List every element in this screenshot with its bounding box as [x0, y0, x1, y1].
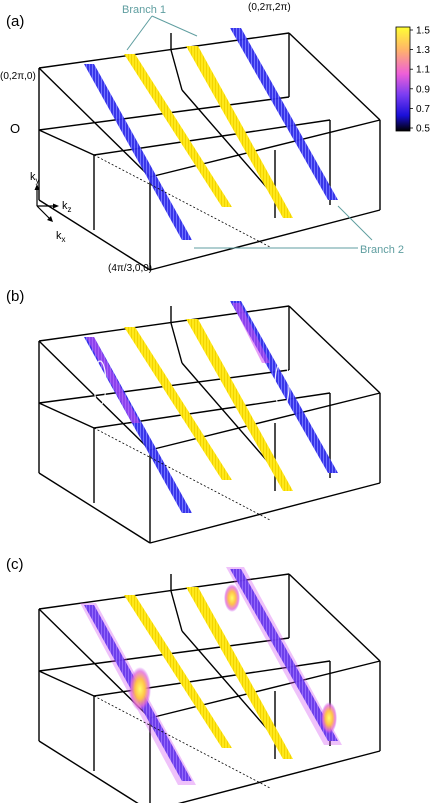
kx-axis — [36, 205, 51, 220]
colorbar-tick-label: 0.5 — [416, 124, 430, 135]
branch2-plane-right — [230, 569, 338, 741]
box-edge — [149, 392, 381, 451]
planes — [84, 301, 338, 513]
panel-label-b: (b) — [6, 288, 24, 305]
branch1-plane-left — [124, 595, 232, 748]
box-edge — [181, 630, 276, 739]
box-edge — [38, 129, 95, 156]
branch1-leader-right — [151, 15, 198, 37]
box-edge — [38, 402, 95, 429]
corner-label-ky: (0,2π,0) — [0, 71, 36, 82]
panel-label-a: (a) — [6, 13, 24, 30]
brillouin-box — [38, 573, 381, 803]
white-ring — [93, 360, 107, 406]
branch2-leader-right — [337, 205, 373, 241]
colorbar-tick-label: 0.9 — [416, 84, 430, 95]
ky-label: ky — [30, 171, 40, 185]
branch1-leader-left — [126, 15, 153, 51]
box-edge — [181, 89, 276, 198]
magenta-patch — [86, 337, 140, 423]
magenta-patch — [226, 567, 342, 745]
box-edge — [170, 590, 183, 632]
colorbar: 1.5 1.3 1.1 0.9 0.7 0.5 — [395, 26, 430, 135]
panel-c — [38, 567, 381, 803]
dotted-guide — [93, 695, 271, 789]
origin-label: O — [10, 121, 20, 136]
kz-label: kz — [62, 200, 72, 214]
box-edge — [149, 660, 381, 719]
hotspot — [129, 667, 151, 711]
kx-label: kx — [56, 230, 66, 244]
panels-layer — [38, 28, 381, 803]
box-edge — [288, 32, 381, 121]
panel-b — [38, 301, 381, 544]
box-edge — [38, 305, 290, 342]
branch1-plane-right — [186, 46, 293, 218]
kz-arrowhead — [53, 203, 59, 209]
box-edge — [149, 209, 381, 271]
colorbar-tick-label: 1.1 — [416, 65, 430, 76]
corner-label-kykz: (0,2π,2π) — [248, 2, 291, 13]
colorbar-gradient — [395, 26, 411, 132]
box-edge — [170, 322, 183, 364]
kx-arrowhead — [47, 216, 53, 222]
branch1-plane-left — [124, 54, 232, 207]
box-edge — [38, 67, 151, 178]
box-edge — [288, 573, 381, 662]
hotspot — [224, 584, 240, 612]
branch2-plane-right — [230, 28, 338, 200]
box-edge — [38, 670, 95, 697]
branch1-plane-left — [124, 327, 232, 480]
box-edge — [149, 119, 381, 178]
box-edge — [149, 482, 381, 544]
box-edge — [288, 305, 381, 394]
box-edge — [177, 750, 381, 803]
branch1-plane-right — [186, 587, 293, 759]
corner-label-kx: (4π/3,0,0) — [108, 263, 152, 274]
hotspot — [321, 702, 337, 734]
colorbar-tick-label: 0.7 — [416, 104, 430, 115]
box-edge — [170, 49, 183, 91]
branch2-plane-left — [84, 64, 192, 240]
branch1-plane-right — [186, 319, 293, 491]
box-edge — [38, 472, 151, 544]
box-edge — [38, 32, 290, 69]
colorbar-tick-label: 1.5 — [416, 26, 430, 37]
box-edge — [181, 362, 276, 471]
ky-arrowhead — [34, 184, 40, 190]
magenta-patch — [232, 303, 270, 363]
axes-triad: ky kz kx — [30, 171, 72, 244]
box-edge — [38, 740, 139, 803]
box-edge — [38, 199, 151, 271]
colorbar-ticks: 1.5 1.3 1.1 0.9 0.7 0.5 — [410, 26, 430, 135]
box-edge — [38, 573, 290, 610]
dotted-guide — [93, 427, 271, 521]
dotted-guide — [93, 154, 271, 248]
planes — [80, 567, 342, 785]
branch2-label: Branch 2 — [360, 244, 404, 256]
panel-label-c: (c) — [6, 556, 24, 573]
colorbar-tick-label: 1.3 — [416, 45, 430, 56]
planes — [84, 28, 338, 240]
panel-a — [38, 28, 381, 271]
branch1-label: Branch 1 — [122, 4, 166, 16]
white-ring — [274, 360, 290, 410]
